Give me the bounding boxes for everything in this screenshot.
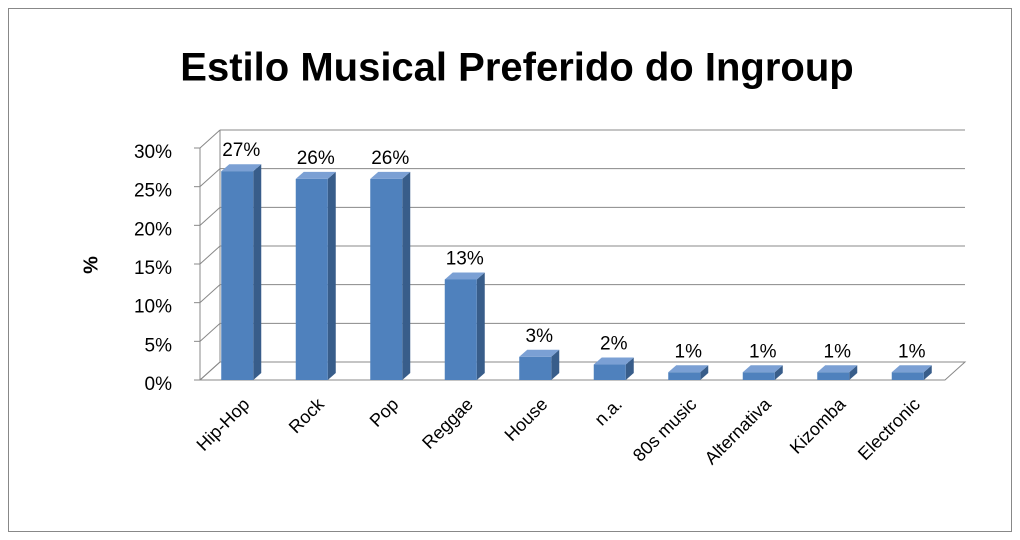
bar-top [370, 171, 411, 179]
bar-top [593, 357, 634, 365]
bar-side [253, 164, 262, 380]
data-label: 1% [749, 341, 777, 362]
bar-side [476, 272, 485, 380]
bar-side [625, 357, 634, 380]
bar-side [774, 365, 783, 380]
grid-line-side [199, 322, 221, 342]
y-tick-label: 30% [134, 142, 172, 163]
bar-side [923, 365, 932, 380]
bar [593, 364, 626, 380]
bar-top [891, 365, 932, 373]
y-tick-label: 20% [134, 219, 172, 240]
data-label: 13% [446, 248, 484, 269]
grid-line-side [199, 206, 221, 226]
bar [891, 372, 924, 380]
grid-line-side [199, 284, 221, 304]
grid-line-side [199, 129, 221, 149]
y-tick-label: 25% [134, 181, 172, 202]
bar [444, 279, 477, 380]
bar-top [519, 349, 560, 357]
y-axis-label: % [80, 256, 102, 274]
bar-top [444, 272, 485, 280]
y-tick-label: 0% [145, 374, 173, 395]
y-tick-label: 5% [145, 335, 173, 356]
data-label: 2% [600, 334, 628, 355]
data-label: 1% [898, 341, 926, 362]
y-tick-label: 10% [134, 297, 172, 318]
bar-top [221, 164, 262, 172]
bar [742, 372, 775, 380]
bar-top [295, 171, 336, 179]
bar [370, 178, 403, 380]
data-label: 1% [824, 341, 852, 362]
bar-top [668, 365, 709, 373]
bar-top [742, 365, 783, 373]
bar-side [551, 349, 560, 380]
bar [295, 178, 328, 380]
grid-line-side [199, 361, 221, 381]
grid-line-side [199, 245, 221, 265]
bar-top [817, 365, 858, 373]
data-label: 27% [222, 140, 260, 161]
bar-side [700, 365, 709, 380]
bar [221, 171, 254, 380]
grid-line-side [199, 168, 221, 188]
y-tick-label: 15% [134, 258, 172, 279]
bar-side [402, 171, 411, 380]
chart-border [8, 8, 1012, 532]
bar [817, 372, 850, 380]
bar [668, 372, 701, 380]
data-label: 26% [297, 148, 335, 169]
bar-side [327, 171, 336, 380]
bar-side [849, 365, 858, 380]
chart-title: Estilo Musical Preferido do Ingroup [180, 46, 853, 90]
data-label: 3% [526, 326, 554, 347]
bar [519, 356, 552, 380]
data-label: 1% [675, 341, 703, 362]
data-label: 26% [371, 148, 409, 169]
